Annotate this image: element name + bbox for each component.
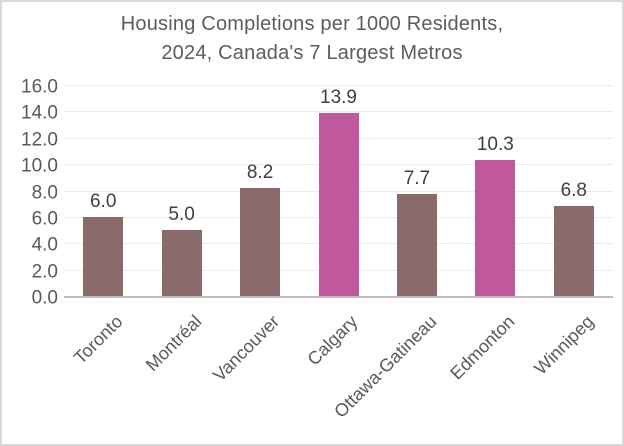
data-label-vancouver: 8.2 xyxy=(246,161,274,183)
chart-title-line-1: Housing Completions per 1000 Residents, xyxy=(120,13,504,35)
bar-ottawa-gatineau xyxy=(396,194,437,296)
y-tick-label-0: 0.0 xyxy=(31,287,58,309)
x-category-label-montreal: Montréal xyxy=(141,311,206,375)
x-category-label-edmonton: Edmonton xyxy=(446,311,519,384)
bar-edmonton xyxy=(475,160,516,296)
chart-title-line-2: 2024, Canada's 7 Largest Metros xyxy=(161,42,463,64)
bar-winnipeg xyxy=(553,206,594,296)
chart-title: Housing Completions per 1000 Residents, … xyxy=(2,10,622,68)
bar-montreal xyxy=(161,230,202,296)
y-tick-label-4: 4.0 xyxy=(31,234,58,256)
data-label-calgary: 13.9 xyxy=(320,86,357,108)
gridline-14 xyxy=(64,111,613,113)
x-category-label-vancouver: Vancouver xyxy=(209,311,284,386)
y-tick-label-10: 10.0 xyxy=(21,155,58,177)
gridline-16 xyxy=(64,85,613,86)
y-tick-label-14: 14.0 xyxy=(21,102,58,124)
y-tick-label-8: 8.0 xyxy=(31,182,58,203)
data-label-winnipeg: 6.8 xyxy=(560,180,587,202)
y-tick-label-12: 12.0 xyxy=(21,129,58,151)
x-category-label-winnipeg: Winnipeg xyxy=(530,311,598,379)
bar-vancouver xyxy=(240,187,281,296)
data-label-ottawa-gatineau: 7.7 xyxy=(403,168,431,190)
data-label-montreal: 5.0 xyxy=(168,204,195,226)
bar-calgary xyxy=(318,112,359,296)
data-label-toronto: 6.0 xyxy=(89,190,117,212)
x-category-label-toronto: Toronto xyxy=(70,311,127,368)
y-tick-label-2: 2.0 xyxy=(31,261,58,283)
plot-area: 6.0 5.0 8.2 13.9 7.7 10.3 6.8 xyxy=(64,85,613,298)
x-category-label-calgary: Calgary xyxy=(303,311,362,370)
data-label-edmonton: 10.3 xyxy=(476,134,514,156)
bar-toronto xyxy=(83,216,124,296)
y-tick-label-6: 6.0 xyxy=(31,208,58,230)
y-tick-label-16: 16.0 xyxy=(21,76,58,98)
